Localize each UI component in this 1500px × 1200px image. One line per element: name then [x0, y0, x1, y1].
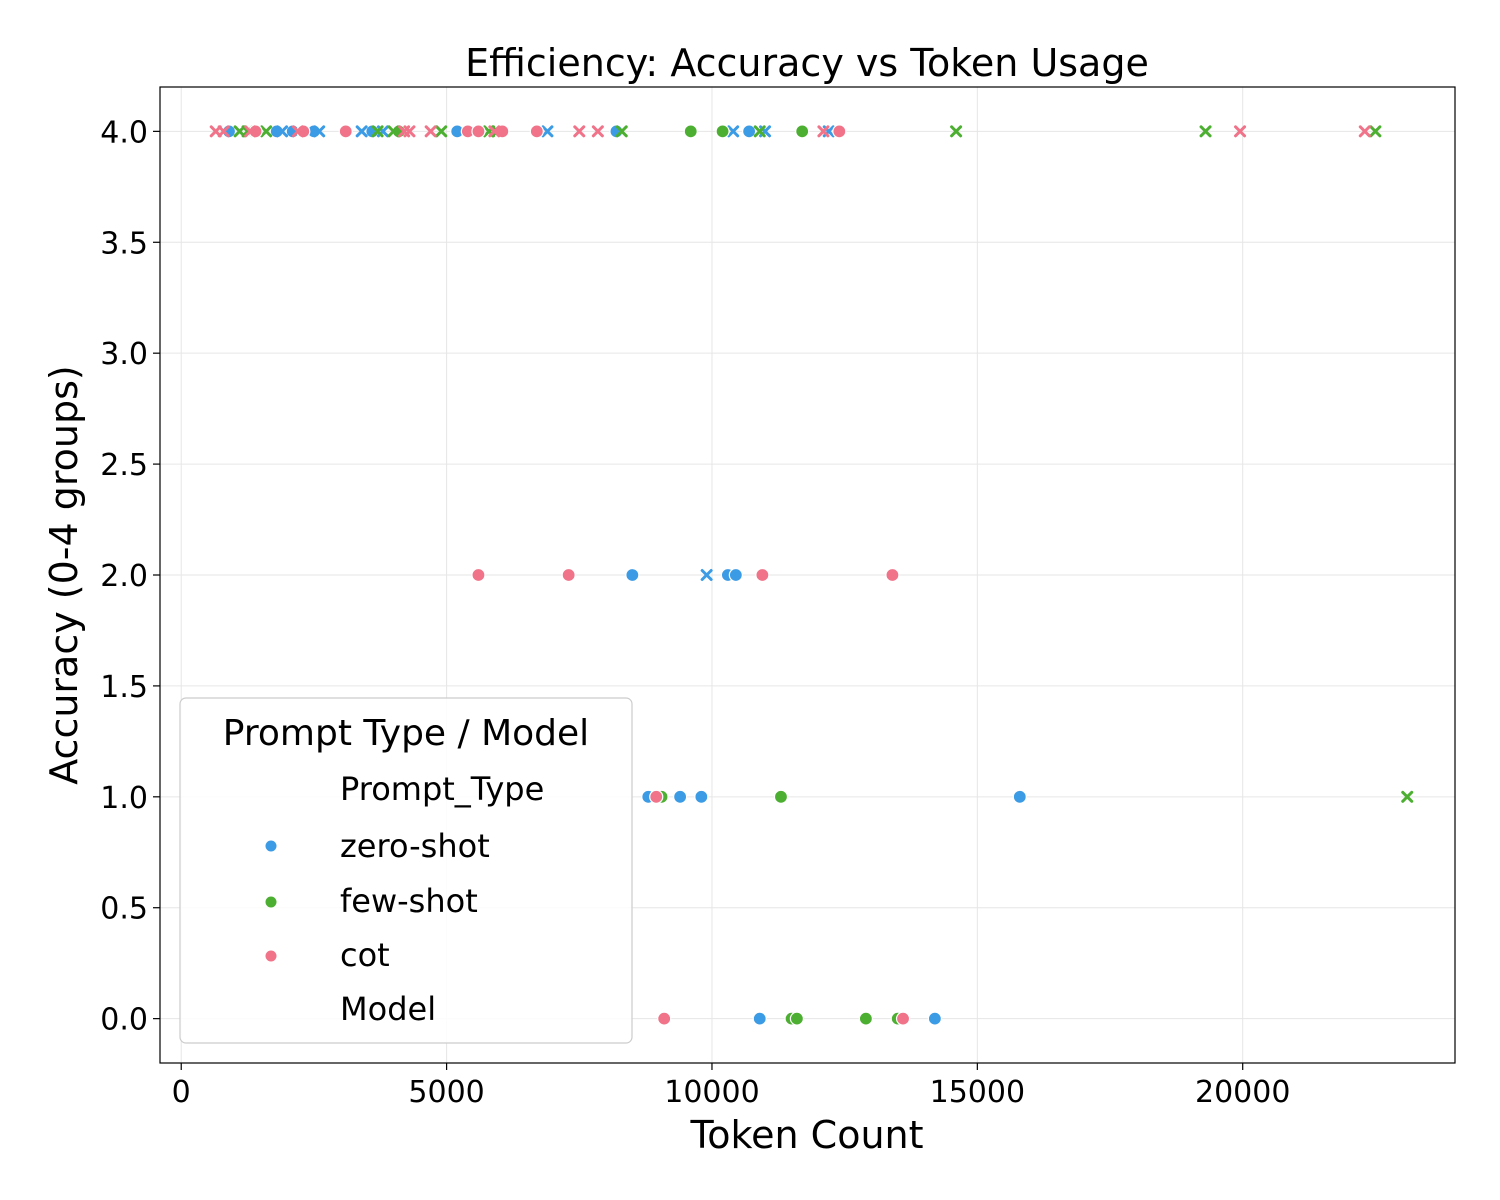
data-point-cot-circle — [471, 567, 486, 583]
legend-box — [179, 697, 633, 1044]
y-tick-label: 4.0 — [100, 115, 148, 150]
data-point-few-shot-circle — [683, 124, 698, 139]
x-tick-label: 15000 — [930, 1075, 1025, 1110]
y-tick-label: 2.5 — [100, 448, 148, 483]
data-point-cot-circle — [657, 1011, 672, 1026]
data-point-cot-x — [488, 125, 501, 138]
data-point-few-shot-x — [615, 125, 628, 138]
data-point-cot-x — [1358, 125, 1371, 138]
legend-label-cot: cot — [340, 936, 390, 974]
legend-label-zero-shot: zero-shot — [340, 827, 490, 865]
data-point-cot-x — [1234, 125, 1247, 138]
x-tick-label: 10000 — [664, 1075, 759, 1110]
data-point-few-shot-x — [753, 125, 766, 138]
x-axis-title: Token Count — [689, 1113, 923, 1157]
data-point-few-shot-x — [1401, 790, 1414, 803]
x-tick-label: 0 — [172, 1075, 191, 1110]
legend-heading-prompt-type: Prompt_Type — [340, 770, 544, 808]
y-axis-ticks: 0.0 0.5 1.0 1.5 2.0 2.5 3.0 3.5 4.0 — [100, 115, 160, 1038]
data-point-zero-shot-x — [276, 125, 289, 138]
data-point-cot-circle — [471, 124, 486, 139]
data-point-zero-shot-circle — [694, 789, 709, 804]
legend: Prompt Type / Model Prompt_Type zero-sho… — [179, 697, 633, 1044]
data-point-zero-shot-x — [541, 125, 554, 138]
data-point-few-shot-x — [1199, 125, 1212, 138]
data-point-cot-circle — [649, 789, 664, 804]
legend-label-few-shot: few-shot — [340, 882, 478, 920]
data-point-few-shot-circle — [858, 1011, 873, 1026]
data-point-few-shot-circle — [789, 1011, 804, 1026]
y-tick-label: 3.0 — [100, 337, 148, 372]
legend-marker-few-shot — [265, 896, 277, 908]
x-axis-ticks: 0 5000 10000 15000 20000 — [172, 1063, 1290, 1110]
data-point-zero-shot-x — [313, 125, 326, 138]
y-tick-label: 0.5 — [100, 892, 148, 927]
data-points — [209, 124, 1414, 1026]
data-point-few-shot-x — [260, 125, 273, 138]
data-point-zero-shot-circle — [742, 124, 757, 139]
y-axis-title: Accuracy (0-4 groups) — [42, 365, 86, 785]
legend-heading-model: Model — [340, 990, 436, 1028]
data-point-zero-shot-circle — [1012, 789, 1027, 804]
data-point-cot-x — [403, 125, 416, 138]
data-point-zero-shot-circle — [673, 789, 688, 804]
data-point-cot-circle — [895, 1011, 911, 1026]
y-tick-label: 2.0 — [100, 559, 148, 594]
data-point-cot-x — [217, 125, 230, 138]
data-point-cot-circle — [885, 567, 900, 583]
data-point-few-shot-x — [371, 125, 384, 138]
data-point-zero-shot-circle — [728, 567, 743, 583]
x-tick-label: 20000 — [1195, 1075, 1290, 1110]
y-tick-label: 1.5 — [100, 670, 148, 705]
legend-marker-cot — [265, 950, 277, 962]
data-point-few-shot-x — [950, 125, 963, 138]
data-point-few-shot-x — [1369, 125, 1382, 138]
data-point-few-shot-circle — [773, 789, 789, 804]
y-tick-label: 1.0 — [100, 781, 148, 816]
data-point-few-shot-circle — [795, 124, 810, 139]
data-point-cot-circle — [529, 124, 544, 139]
data-point-cot-x — [244, 125, 257, 138]
data-point-cot-x — [573, 125, 586, 138]
data-point-cot-x — [424, 125, 437, 138]
data-point-cot-x — [817, 125, 830, 138]
data-point-zero-shot-circle — [752, 1011, 767, 1026]
data-point-cot-circle — [338, 124, 353, 139]
data-point-zero-shot-x — [355, 125, 368, 138]
data-point-few-shot-circle — [715, 124, 730, 139]
chart-title: Efficiency: Accuracy vs Token Usage — [465, 41, 1149, 85]
data-point-few-shot-x — [435, 125, 448, 138]
data-point-cot-x — [291, 125, 304, 138]
legend-title: Prompt Type / Model — [223, 713, 589, 754]
legend-marker-zero-shot — [265, 840, 277, 852]
data-point-zero-shot-circle — [625, 567, 640, 583]
data-point-cot-x — [591, 125, 604, 138]
data-point-zero-shot-x — [727, 125, 740, 138]
data-point-cot-circle — [832, 124, 847, 139]
x-tick-label: 5000 — [408, 1075, 484, 1110]
data-point-zero-shot-circle — [927, 1011, 942, 1026]
data-point-cot-circle — [755, 567, 770, 583]
y-tick-label: 0.0 — [100, 1003, 148, 1038]
data-point-few-shot-x — [387, 125, 400, 138]
data-point-cot-circle — [561, 567, 576, 583]
data-point-zero-shot-x — [700, 569, 713, 581]
y-tick-label: 3.5 — [100, 226, 148, 261]
